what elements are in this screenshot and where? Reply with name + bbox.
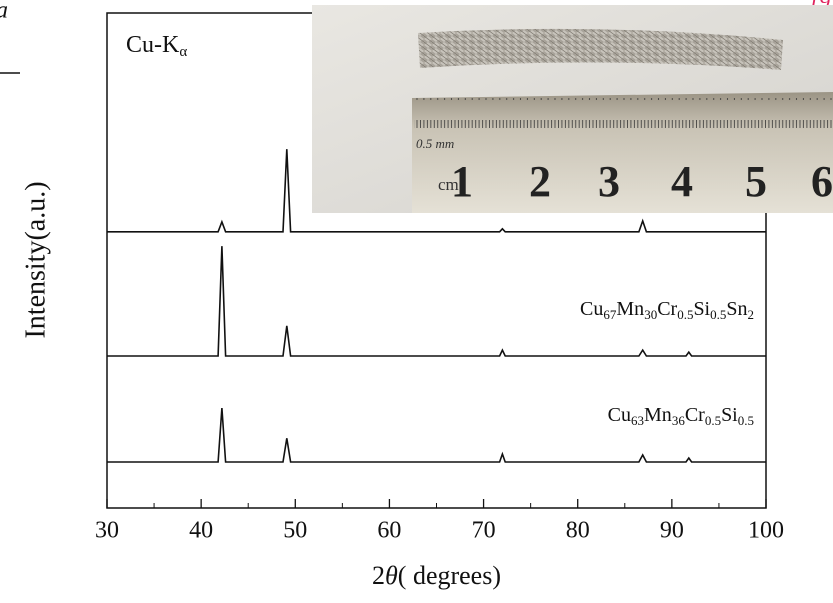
xrd-pattern [107, 149, 766, 233]
element-subscript: 36 [672, 413, 686, 428]
element-subscript: 0.5 [738, 413, 754, 428]
plot-area: 30 40 50 60 70 80 90 100Cu-KαCu67Mn30Cr0.5Si0.5… [95, 12, 784, 544]
element-symbol: Si [693, 298, 710, 320]
element-symbol: Cr [685, 404, 705, 426]
ruler-number: 2 [529, 157, 551, 206]
ruler-number: 3 [598, 157, 620, 206]
ruler-unit: cm [438, 175, 459, 194]
x-axis-label: 2θ( degrees) [372, 561, 501, 590]
x-tick-label: 60 [377, 518, 401, 544]
element-symbol: Mn [644, 404, 672, 426]
xrd-pattern [107, 246, 766, 357]
element-symbol: Cu [580, 298, 603, 320]
x-label-prefix: 2 [372, 561, 385, 590]
series-label: Cu67Mn30Cr0.5Si0.5Sn2 [580, 298, 754, 322]
x-tick-label: 100 [748, 518, 784, 544]
element-symbol: Sn [726, 298, 747, 320]
photo-inset: 0.5 mm cm1 2 3 4 5 6 [312, 5, 833, 213]
x-label-text: ( degrees) [398, 561, 501, 590]
element-subscript: 2 [748, 307, 755, 322]
element-symbol: Cu [608, 404, 631, 426]
ruler-number: 5 [745, 157, 767, 206]
x-tick-label: 30 [95, 518, 119, 544]
corner-label: a [0, 0, 8, 24]
element-symbol: Cr [657, 298, 677, 320]
element-subscript: 0.5 [677, 307, 693, 322]
x-tick-label: 80 [566, 518, 590, 544]
metal-strip [418, 28, 783, 70]
xrd-pattern [107, 407, 766, 463]
radiation-text: Cu-K [126, 32, 180, 58]
ruler-number: 4 [671, 157, 693, 206]
ruler-ticks [414, 98, 833, 128]
ruler-number: 1 [451, 157, 473, 206]
x-tick-label: 90 [660, 518, 684, 544]
radiation-label: Cu-Kα [126, 32, 187, 61]
x-label-symbol: θ [385, 561, 398, 590]
element-symbol: Si [721, 404, 738, 426]
series-label: Cu63Mn36Cr0.5Si0.5 [608, 404, 754, 428]
x-tick-label: 40 [189, 518, 213, 544]
x-tick-label: 70 [472, 518, 496, 544]
x-tick-label: 50 [283, 518, 307, 544]
ruler-number: 6 [811, 157, 833, 206]
element-subscript: 30 [644, 307, 657, 322]
ruler-note: 0.5 mm [416, 136, 454, 151]
element-subscript: 0.5 [705, 413, 721, 428]
y-axis-label: Intensity(a.u.) [20, 181, 51, 338]
element-subscript: 63 [631, 413, 644, 428]
radiation-sub: α [179, 44, 187, 60]
element-symbol: Mn [616, 298, 644, 320]
element-subscript: 0.5 [710, 307, 726, 322]
element-subscript: 67 [603, 307, 617, 322]
